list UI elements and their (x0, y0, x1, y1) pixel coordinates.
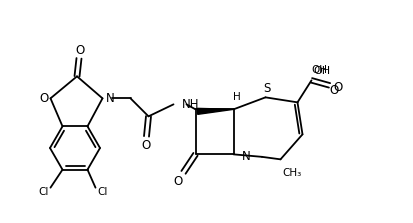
Text: O: O (39, 92, 48, 105)
Text: Cl: Cl (38, 187, 49, 197)
Text: CH₃: CH₃ (282, 168, 302, 178)
Text: S: S (263, 82, 270, 95)
Text: N: N (106, 92, 115, 105)
Text: N: N (242, 150, 250, 163)
Text: O: O (333, 81, 342, 94)
Text: OH: OH (313, 66, 330, 76)
Text: O: O (76, 44, 85, 57)
Text: O: O (174, 175, 183, 188)
Text: Cl: Cl (97, 187, 108, 197)
Text: O: O (142, 139, 151, 152)
Text: O: O (329, 84, 338, 97)
Polygon shape (197, 108, 233, 114)
Text: OH: OH (311, 65, 328, 75)
Text: H: H (233, 92, 240, 102)
Text: NH: NH (181, 98, 199, 111)
